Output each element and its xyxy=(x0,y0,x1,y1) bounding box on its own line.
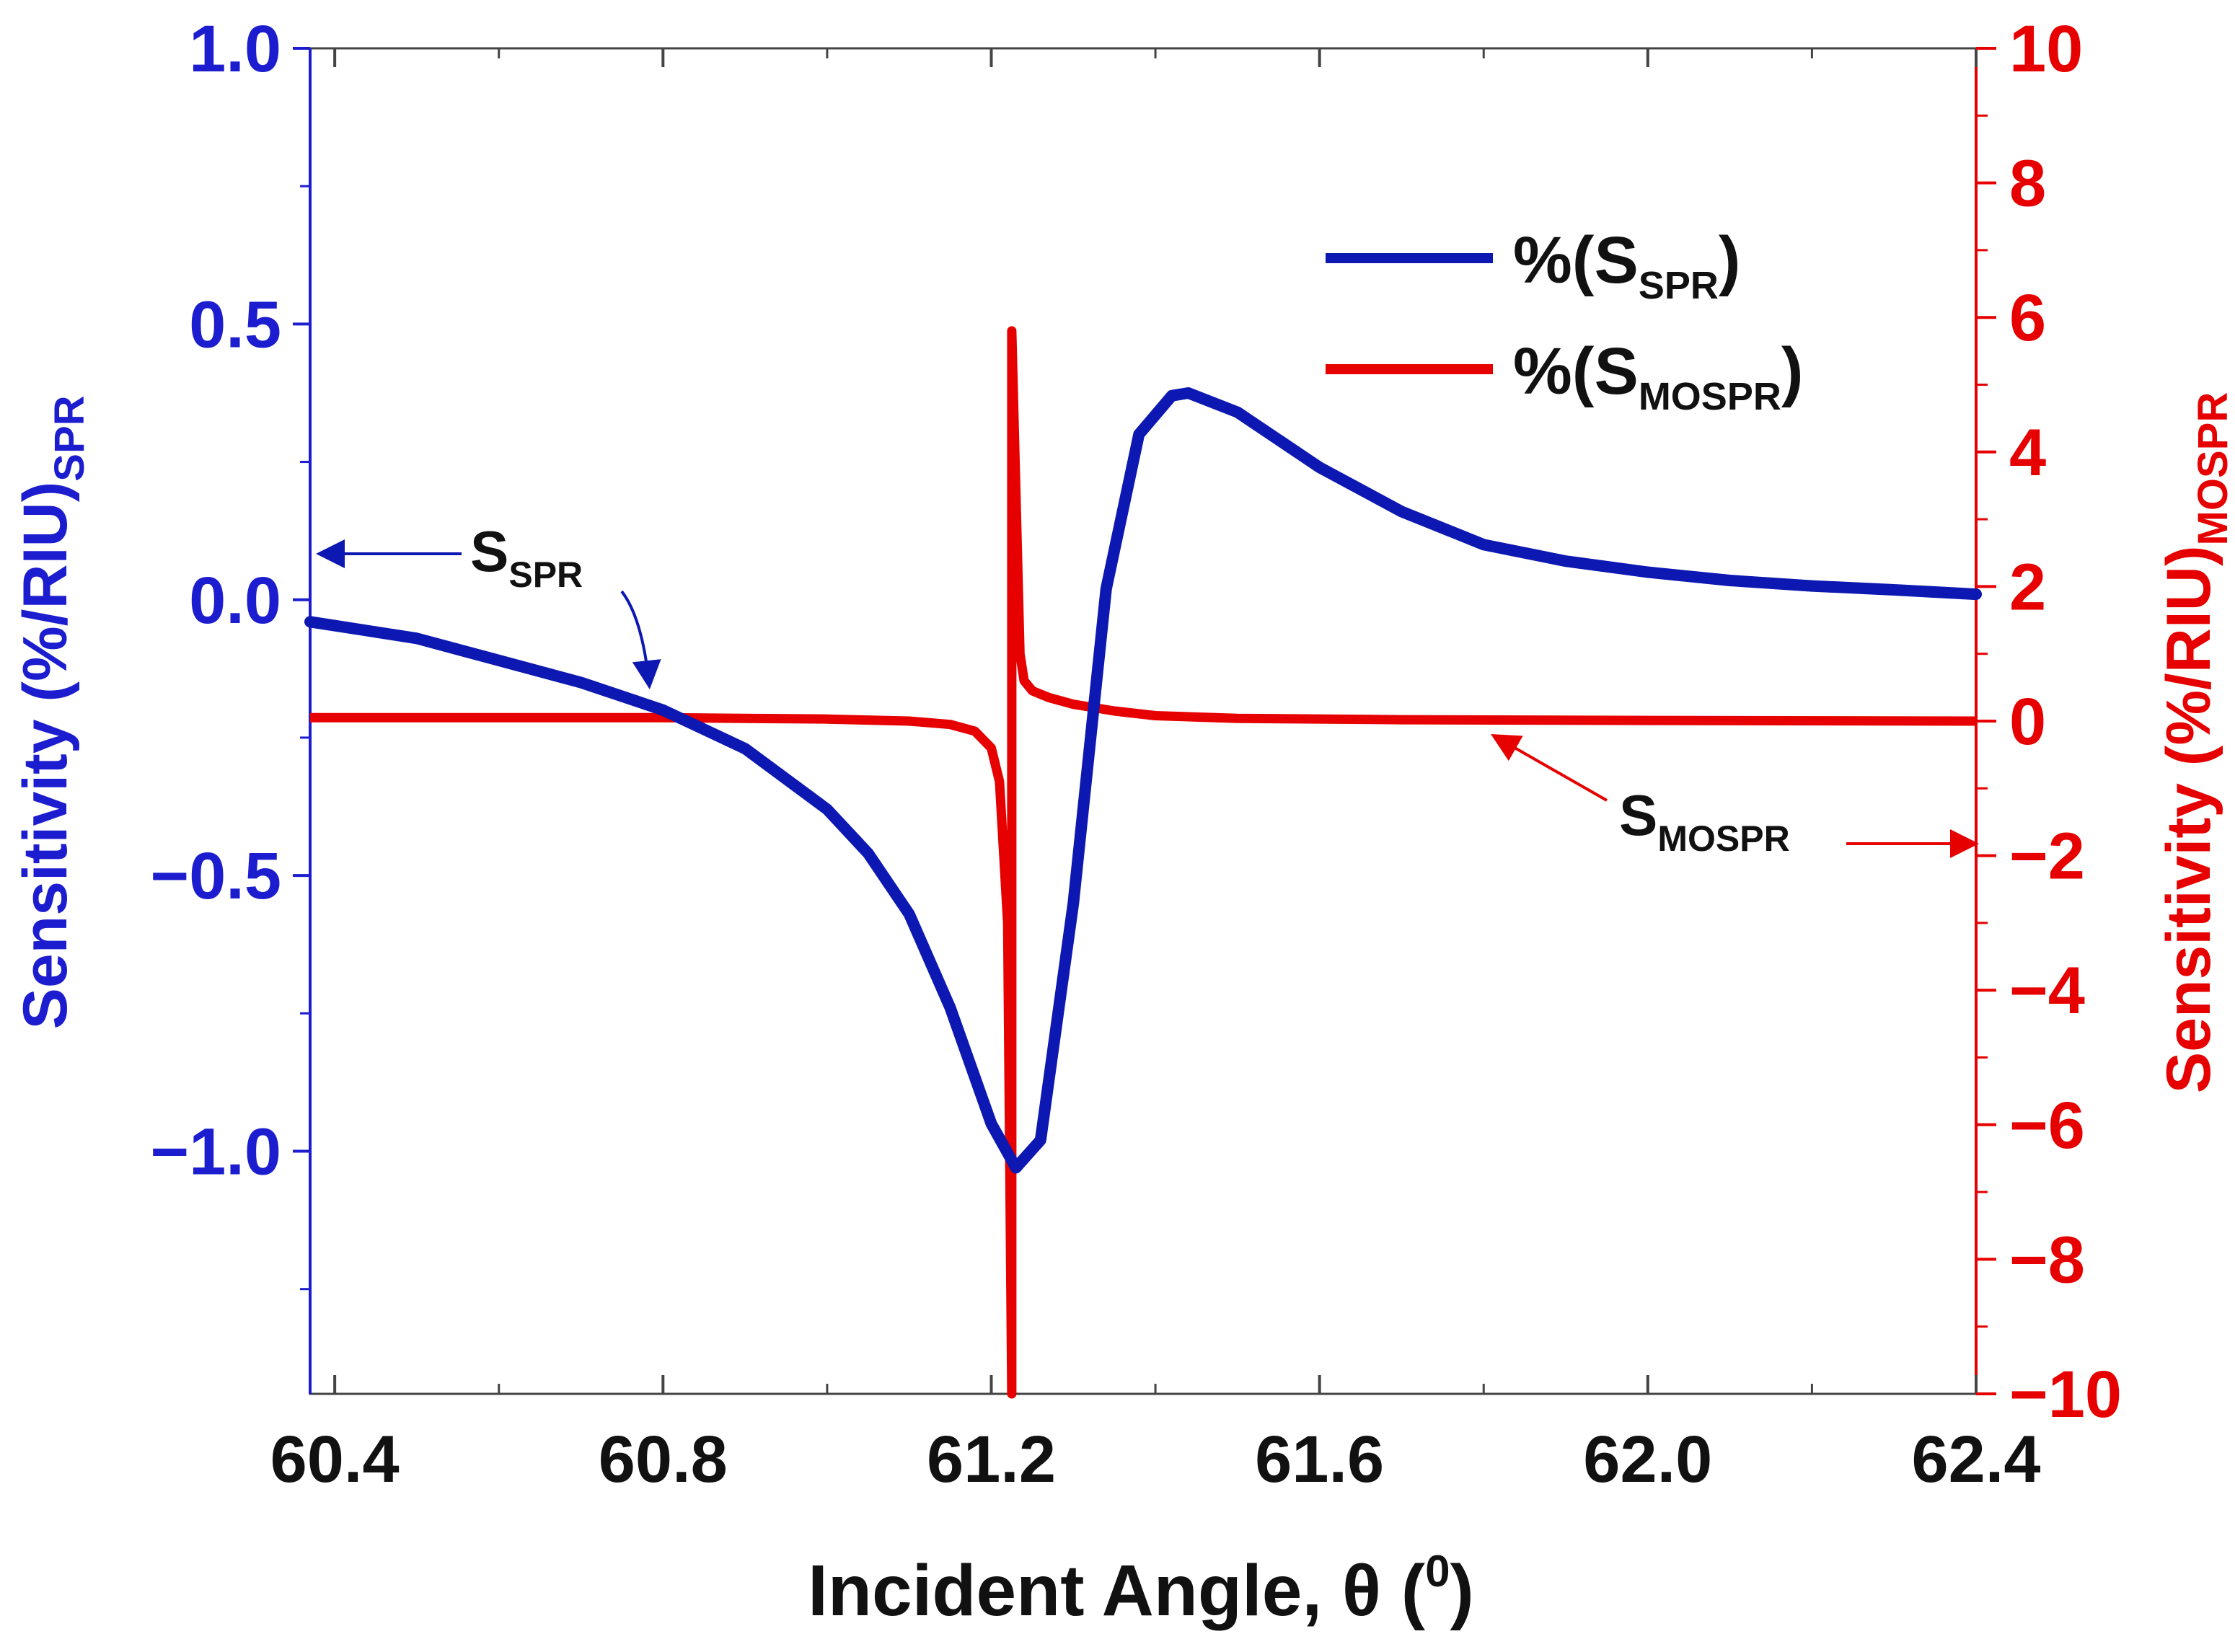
annotation-spr-arrow-curve xyxy=(620,590,661,689)
x-tick-label: 60.8 xyxy=(599,1423,728,1496)
x-tick-label: 61.6 xyxy=(1255,1423,1384,1496)
legend-label-mospr: %(SMOSPR) xyxy=(1513,335,1803,418)
left-y-tick-label: 0.5 xyxy=(189,288,281,361)
x-tick-label: 62.0 xyxy=(1583,1423,1712,1496)
right-y-tick-label: −2 xyxy=(2009,820,2085,893)
right-y-axis-title: Sensitivity (%/RIU)MOSPR xyxy=(2154,392,2235,1094)
right-y-tick-label: −6 xyxy=(2009,1089,2085,1162)
annotation-spr-label: SSPR xyxy=(470,519,583,595)
legend: %(SSPR) %(SMOSPR) xyxy=(1326,224,1803,418)
annotation-mospr-arrow-curve xyxy=(1491,734,1608,802)
x-tick-label: 61.2 xyxy=(927,1423,1056,1496)
x-axis-ticks: 60.4 60.8 61.2 61.6 62.0 62.4 xyxy=(270,48,2041,1496)
left-y-axis-title: Sensitivity (%/RIU)SPR xyxy=(11,395,93,1029)
series-line-spr xyxy=(304,387,1982,1174)
x-tick-label: 62.4 xyxy=(1911,1423,2040,1496)
series-line-mospr xyxy=(310,326,1977,1399)
right-y-tick-label: 0 xyxy=(2009,685,2046,759)
right-y-tick-label: 8 xyxy=(2009,147,2046,221)
right-y-tick-label: 2 xyxy=(2009,550,2046,624)
annotation-spr: SSPR xyxy=(316,519,661,689)
right-y-tick-label: 4 xyxy=(2009,416,2046,490)
left-y-tick-label: −0.5 xyxy=(150,839,281,913)
right-y-tick-label: −4 xyxy=(2009,954,2085,1028)
left-y-tick-label: −1.0 xyxy=(150,1116,281,1189)
annotation-mospr: SMOSPR xyxy=(1491,734,1979,859)
legend-label-spr: %(SSPR) xyxy=(1513,224,1741,307)
right-y-tick-label: 10 xyxy=(2009,12,2083,86)
right-y-axis-ticks: 10 8 6 4 2 0 −2 −4 −6 −8 −10 xyxy=(1976,12,2122,1431)
right-y-tick-label: 6 xyxy=(2009,281,2046,355)
right-y-tick-label: −10 xyxy=(2009,1358,2122,1431)
x-axis-title: Incident Angle, θ (0) xyxy=(808,1547,1474,1631)
left-y-tick-label: 1.0 xyxy=(189,12,281,86)
x-tick-label: 60.4 xyxy=(270,1423,400,1496)
left-y-axis-ticks: 1.0 0.5 0.0 −0.5 −1.0 xyxy=(150,12,310,1291)
left-y-tick-label: 0.0 xyxy=(189,564,281,637)
annotation-mospr-label: SMOSPR xyxy=(1619,783,1790,859)
right-y-tick-label: −8 xyxy=(2009,1223,2085,1297)
